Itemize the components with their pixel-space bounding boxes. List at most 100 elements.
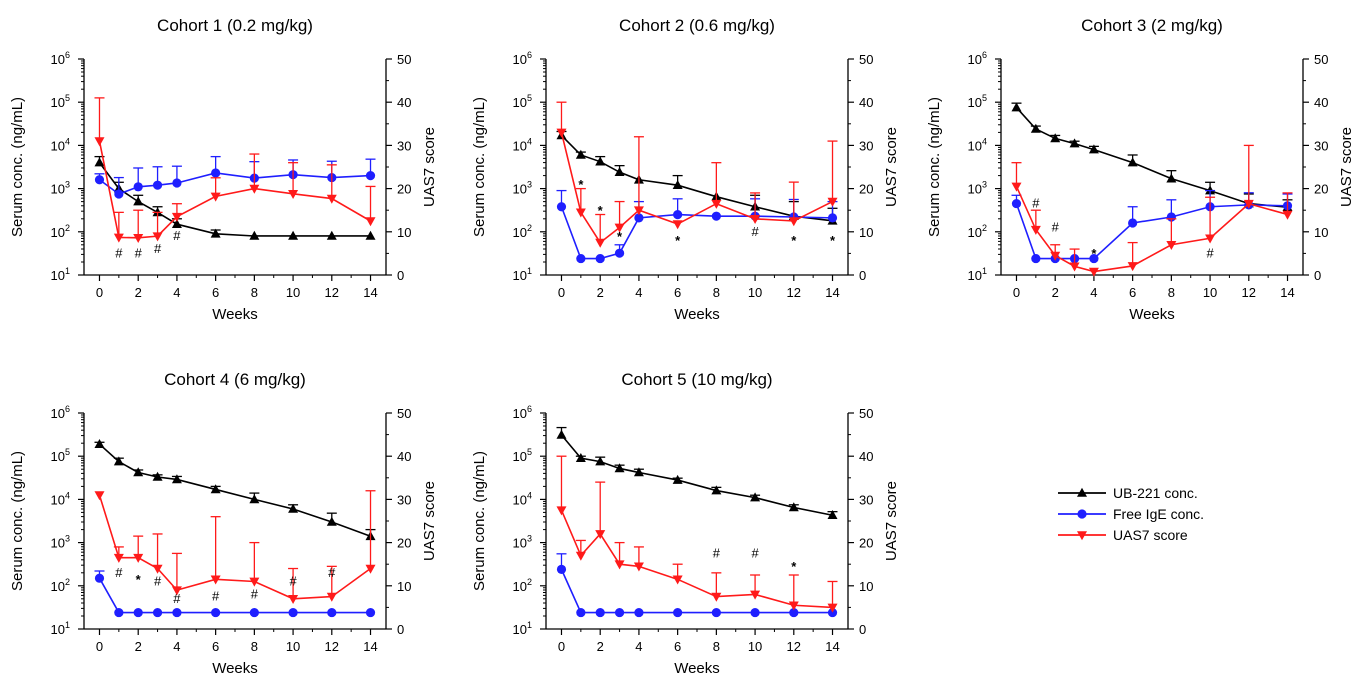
right-tick-label: 20 [397,536,411,551]
series-line [560,132,833,244]
chart-title: Cohort 4 (6 mg/kg) [164,370,306,389]
significance-hash: # [115,245,123,260]
x-tick-label: 8 [1168,285,1175,300]
left-tick-label: 106 [51,50,70,67]
data-point [113,456,124,466]
data-point [94,157,105,167]
series-triangle-down [94,97,376,244]
data-point [1166,173,1177,183]
data-point [1030,123,1041,133]
data-point [288,230,299,240]
y-axis-label-right: UAS7 score [421,481,438,561]
data-point [1050,133,1061,143]
data-point [365,607,376,618]
data-point [788,601,799,611]
left-tick-label: 104 [51,136,70,153]
chart-title: Cohort 2 (0.6 mg/kg) [619,16,775,35]
x-tick-label: 2 [135,639,142,654]
series-line [98,162,371,237]
data-point [210,575,221,585]
legend-item-uas7: UAS7 score [1058,527,1188,543]
series-triangle-up [94,438,376,541]
data-point [114,607,124,618]
data-point [133,234,144,244]
data-point [94,175,105,185]
right-tick-label: 30 [859,492,873,507]
series-line [1015,203,1288,260]
significance-hash: # [751,545,759,560]
data-point [152,232,163,242]
left-tick-label: 101 [513,266,532,283]
data-point [1282,210,1293,220]
data-point [672,179,683,189]
data-point [634,213,644,223]
x-tick-label: 8 [251,639,258,654]
left-tick-label: 102 [51,577,70,594]
y-axis-label-left: Serum conc. (ng/mL) [471,451,488,591]
left-tick-label: 103 [513,180,532,197]
data-point [1127,262,1138,272]
right-tick-label: 30 [397,138,411,153]
x-tick-label: 0 [558,285,565,300]
data-point [113,233,124,243]
data-point [171,586,182,596]
significance-hash: # [289,573,297,588]
data-point [1031,253,1041,264]
x-tick-label: 12 [787,639,801,654]
data-point [633,206,644,216]
data-point [249,577,260,587]
significance-hash: # [328,565,336,580]
x-tick-label: 14 [825,639,839,654]
data-point [1128,218,1138,228]
data-point [711,485,722,495]
left-tick-label: 105 [513,93,532,110]
data-point [750,492,761,502]
data-point [614,223,625,233]
y-axis-label-left: Serum conc. (ng/mL) [9,451,26,591]
data-point [576,607,586,618]
left-tick-label: 104 [51,490,70,507]
series-line [98,443,371,538]
legend-marker-circle [1077,509,1087,519]
left-tick-label: 101 [513,620,532,637]
left-tick-label: 104 [968,136,987,153]
data-point [210,192,221,202]
data-point [94,491,105,501]
series-triangle-down [1011,144,1293,277]
left-tick-label: 103 [51,534,70,551]
data-point [133,182,143,192]
left-tick-label: 105 [51,447,70,464]
data-point [575,551,586,561]
data-point [365,564,376,574]
data-point [614,248,625,258]
data-point [288,594,299,604]
series-line [98,494,371,600]
y-axis-label-right: UAS7 score [883,127,900,207]
data-point [288,503,299,513]
data-point [750,215,761,225]
legend-label: Free IgE conc. [1113,506,1204,522]
data-point [365,217,376,227]
data-point [113,553,124,563]
data-point [249,184,260,194]
data-point [1069,262,1080,272]
data-point [750,607,760,618]
x-axis-label: Weeks [212,660,258,677]
x-tick-label: 0 [96,639,103,654]
significance-hash: # [251,586,259,601]
series-line [560,434,833,517]
series-circle [94,570,376,618]
data-point [827,197,838,207]
data-point [595,456,606,466]
x-tick-label: 4 [1090,285,1097,300]
x-tick-label: 12 [325,285,339,300]
x-tick-label: 2 [597,639,604,654]
left-tick-label: 103 [51,180,70,197]
data-point [1166,240,1177,250]
significance-hash: # [115,565,123,580]
legend-label: UAS7 score [1113,527,1188,543]
data-point [211,168,221,178]
y-axis-label-right: UAS7 score [883,481,900,561]
x-tick-label: 12 [325,639,339,654]
